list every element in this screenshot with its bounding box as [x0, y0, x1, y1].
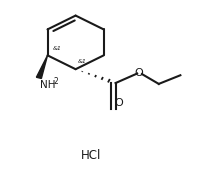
Text: NH: NH — [40, 80, 56, 90]
Polygon shape — [37, 55, 48, 79]
Text: &1: &1 — [77, 59, 86, 64]
Text: &1: &1 — [53, 46, 62, 51]
Text: O: O — [135, 68, 143, 78]
Text: HCl: HCl — [81, 149, 101, 162]
Text: O: O — [114, 98, 123, 108]
Text: 2: 2 — [54, 77, 58, 86]
